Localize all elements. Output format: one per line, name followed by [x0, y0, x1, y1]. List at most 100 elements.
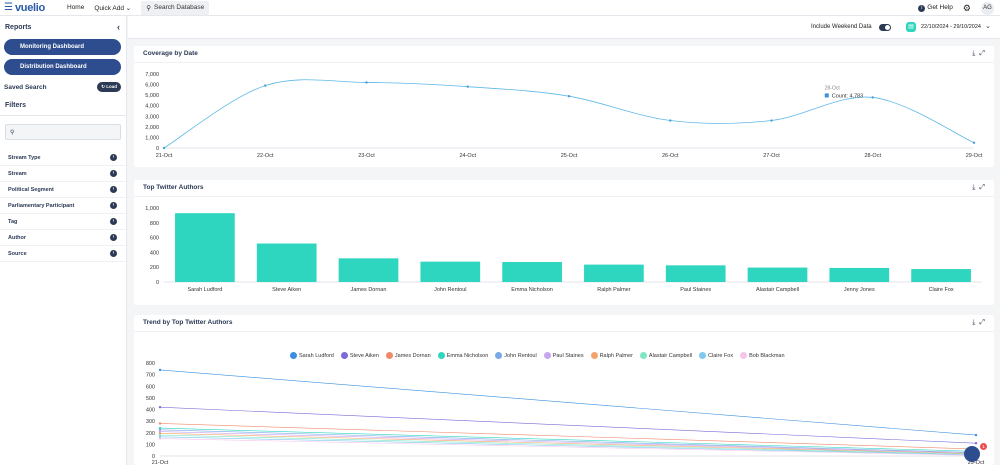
bar — [829, 267, 890, 282]
legend-swatch — [290, 352, 297, 359]
y-tick-label: 1,000 — [145, 135, 159, 141]
y-tick-label: 7,000 — [145, 72, 159, 78]
legend-item[interactable]: Emma Nicholson — [437, 352, 488, 359]
legend-label: Alastair Campbell — [648, 352, 693, 359]
load-saved-search-button[interactable]: ↻ Load — [97, 82, 121, 92]
y-tick-label: 0 — [152, 454, 155, 460]
legend-item[interactable]: Paul Staines — [543, 352, 584, 359]
monitoring-dashboard-button[interactable]: Monitoring Dashboard — [4, 39, 121, 55]
calendar-icon[interactable]: ▤ — [906, 22, 916, 32]
divider — [134, 331, 994, 332]
legend-swatch — [340, 352, 348, 359]
filter-tag[interactable]: Tag › — [0, 214, 126, 230]
bar — [256, 243, 317, 282]
date-range-picker[interactable]: 22/10/2024 - 29/10/2024 — [921, 24, 981, 30]
data-point — [158, 432, 162, 435]
series-line — [159, 427, 977, 452]
top-twitter-authors-card: Top Twitter Authors ⤓ ⤢ 0 200 400 600 800 1,0… — [134, 180, 994, 305]
data-point — [974, 433, 978, 437]
y-tick-label: 800 — [150, 221, 159, 227]
expand-icon[interactable]: ⤢ — [979, 319, 985, 326]
gear-icon[interactable]: ⚙ — [962, 2, 971, 13]
filter-stream[interactable]: Stream › — [0, 166, 126, 182]
get-help-label: Get Help — [927, 4, 953, 11]
nav-home[interactable]: Home — [67, 4, 85, 11]
divider — [134, 196, 994, 197]
x-tick-label: 27-Oct — [763, 153, 780, 159]
bar — [338, 258, 399, 282]
filter-list: Stream Type › Stream › Political Segment › … — [0, 150, 126, 262]
filters-heading: Filters — [5, 102, 27, 109]
info-icon: i — [918, 5, 926, 12]
x-tick-label: John Rentoul — [434, 287, 466, 293]
data-point — [158, 437, 162, 440]
distribution-dashboard-button[interactable]: Distribution Dashboard — [4, 59, 121, 75]
trend-line-chart: 0 100 200 300 400 500 600 700 800 21-Oct 29-Oct — [146, 361, 985, 465]
chevron-right-icon: › — [110, 186, 117, 193]
filter-author[interactable]: Author › — [0, 230, 126, 246]
x-tick-label: 28-Oct — [864, 153, 881, 159]
filter-source[interactable]: Source › — [0, 246, 126, 262]
chevron-right-icon: › — [110, 202, 117, 209]
bar — [584, 264, 644, 282]
avatar[interactable]: AG — [981, 1, 994, 15]
legend-item[interactable]: John Rentoul — [495, 352, 537, 359]
chat-launcher-button[interactable] — [964, 446, 980, 462]
get-help-link[interactable]: i Get Help — [918, 4, 953, 12]
legend-item[interactable]: Alastair Campbell — [639, 352, 693, 359]
bar — [420, 261, 481, 282]
y-tick-label: 100 — [146, 442, 155, 448]
chevron-down-icon[interactable]: ⌄ — [985, 23, 991, 30]
legend-item[interactable]: Ralph Palmer — [590, 352, 633, 359]
filter-parliamentary-participant[interactable]: Parliamentary Participant › — [0, 198, 126, 214]
nav-quick-add[interactable]: Quick Add ⌄ — [94, 4, 131, 12]
coverage-line-chart: 0 1,000 2,000 3,000 4,000 5,000 6,000 7,000 21-O… — [145, 72, 982, 159]
card-title: Trend by Top Twitter Authors — [143, 319, 233, 326]
search-database-button[interactable]: ⚲ Search Database — [141, 0, 210, 15]
download-icon[interactable]: ⤓ — [972, 319, 976, 326]
x-tick-label: 25-Oct — [561, 153, 578, 159]
download-icon[interactable]: ⤓ — [972, 184, 976, 191]
saved-search-label: Saved Search — [4, 83, 47, 91]
top-authors-bar-chart: 0 200 400 600 800 1,000 Sarah Ludford Steve Aik… — [145, 206, 982, 293]
tooltip-value: Count: 4,783 — [832, 93, 864, 99]
bar — [502, 262, 562, 282]
legend-label: Steve Aiken — [349, 352, 379, 359]
include-weekend-label: Include Weekend Data — [811, 24, 872, 30]
x-tick-label: Sarah Ludford — [187, 287, 222, 293]
filter-label: Parliamentary Participant — [8, 202, 75, 209]
legend-item[interactable]: Sarah Ludford — [290, 352, 334, 359]
expand-icon[interactable]: ⤢ — [979, 184, 985, 191]
series-line — [159, 438, 977, 456]
legend-item[interactable]: James Dornan — [385, 352, 431, 359]
data-point — [669, 119, 672, 122]
chevron-right-icon: › — [110, 250, 117, 257]
expand-icon[interactable]: ⤢ — [979, 50, 985, 57]
data-point — [158, 426, 162, 430]
include-weekend-toggle[interactable] — [879, 24, 891, 31]
legend-item[interactable]: Bob Blackman — [740, 352, 785, 359]
bar — [747, 267, 808, 282]
bar — [911, 269, 971, 282]
filter-political-segment[interactable]: Political Segment › — [0, 182, 126, 198]
legend-item[interactable]: Steve Aiken — [340, 352, 379, 359]
data-point — [365, 81, 368, 84]
legend-label: Ralph Palmer — [599, 352, 633, 359]
y-tick-label: 0 — [156, 280, 159, 286]
series-line — [159, 431, 977, 454]
filter-search-input[interactable]: ⚲ — [5, 124, 121, 140]
x-tick-label: 21-Oct — [152, 460, 169, 465]
data-point — [466, 85, 469, 88]
brand-logo[interactable]: ☰ vuelio — [4, 2, 58, 14]
collapse-chevron-icon[interactable]: ‹ — [117, 22, 120, 32]
y-tick-label: 5,000 — [145, 93, 159, 99]
series-line — [159, 434, 977, 455]
filter-stream-type[interactable]: Stream Type › — [0, 150, 126, 166]
divider — [134, 62, 994, 63]
download-icon[interactable]: ⤓ — [972, 50, 976, 57]
x-tick-label: 26-Oct — [662, 153, 679, 159]
legend-item[interactable]: Claire Fox — [699, 352, 733, 359]
x-tick-label: 29-Oct — [968, 460, 985, 465]
series-line — [159, 406, 977, 444]
hamburger-icon[interactable]: ☰ — [4, 2, 13, 13]
